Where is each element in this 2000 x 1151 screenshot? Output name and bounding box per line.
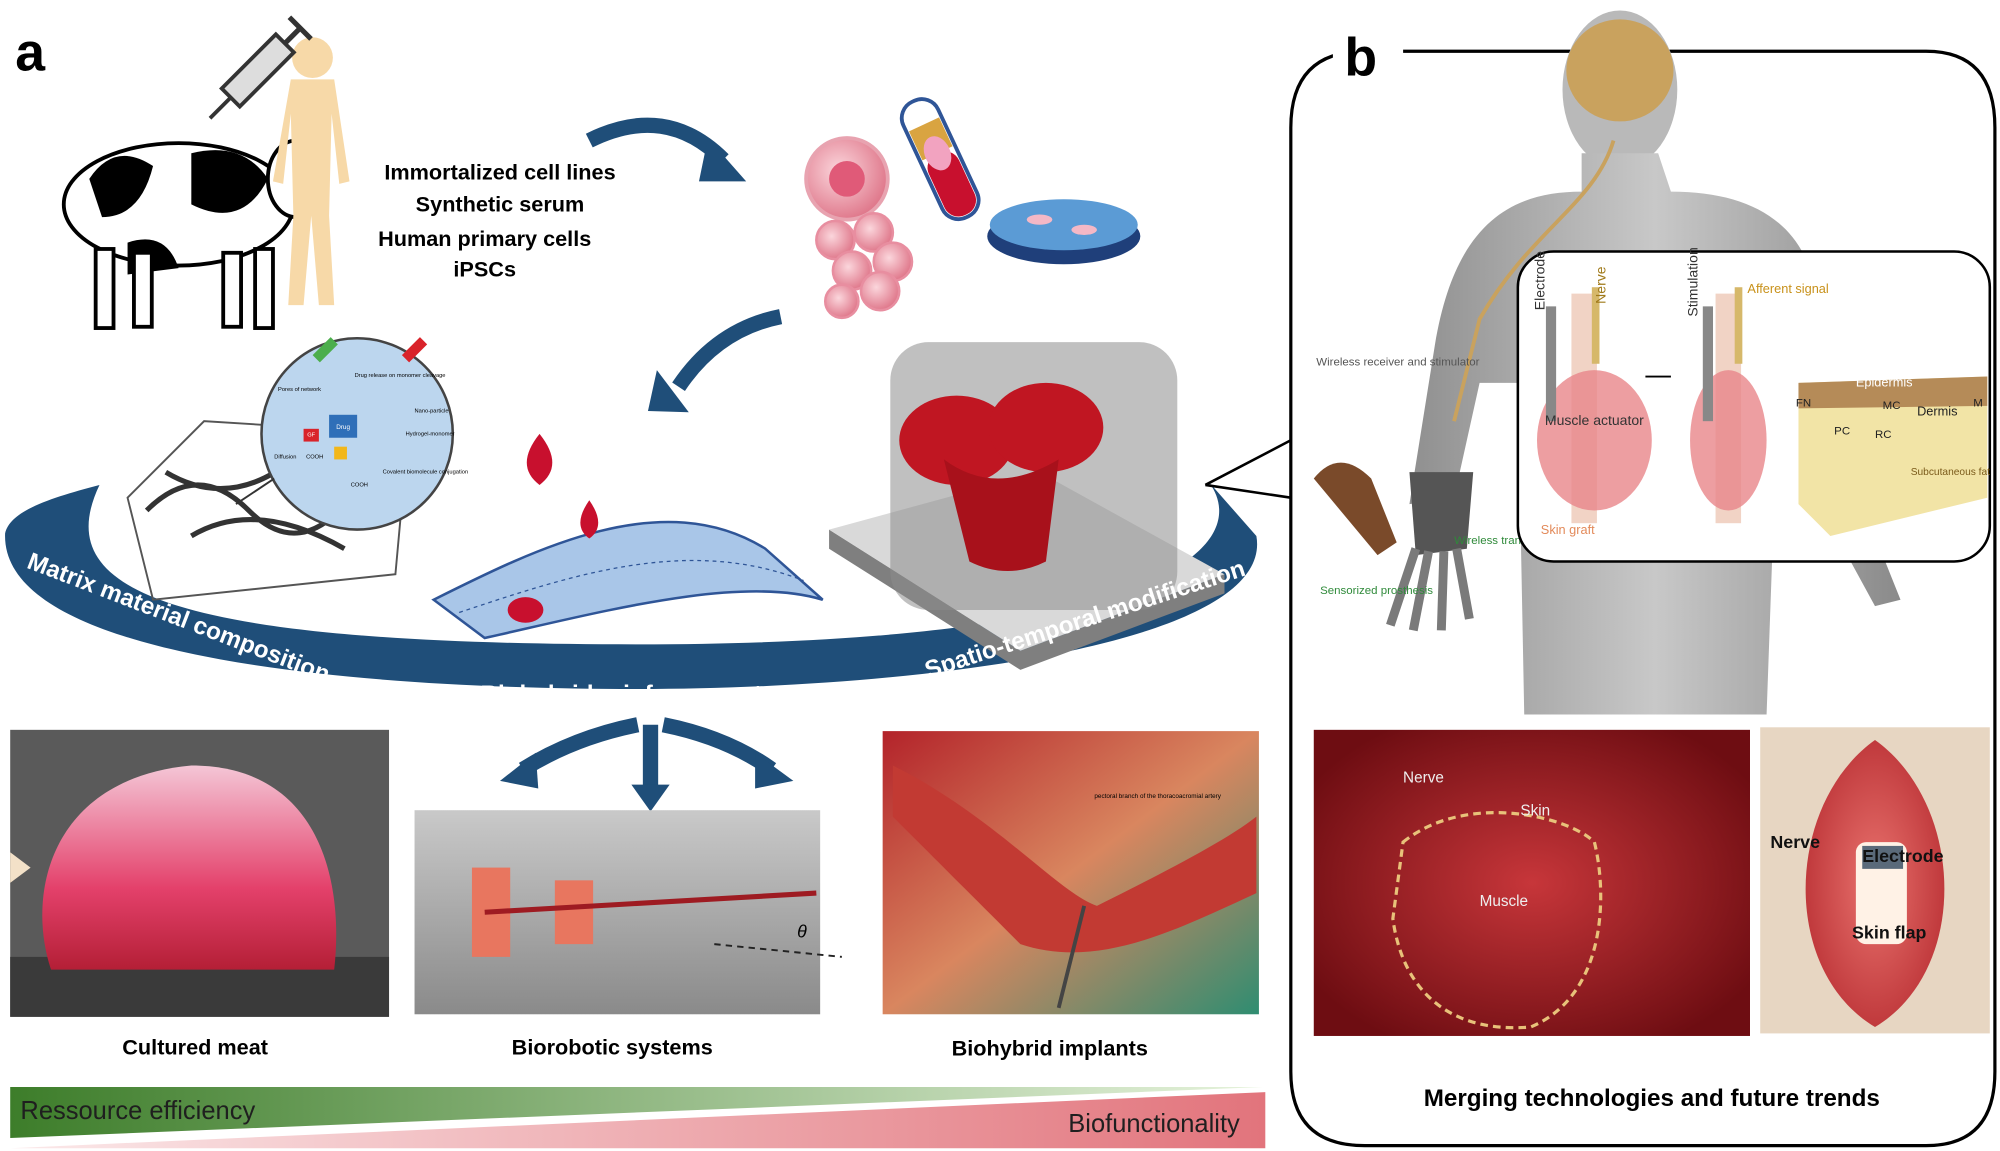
panel-caption: Merging technologies and future trends: [1424, 1085, 1880, 1112]
hydrogel-label: Diffusion: [274, 454, 296, 460]
ring-band: [5, 482, 1258, 690]
ring-label: Biohybrid reinforcement: [481, 681, 762, 708]
source-item: iPSCs: [453, 256, 516, 281]
body-label: Sensorized prosthesis: [1320, 585, 1433, 597]
inset-label: Afferent signal: [1747, 281, 1828, 296]
gradient-label: Ressource efficiency: [20, 1097, 255, 1125]
hydrogel-label: COOH: [351, 482, 368, 488]
application-label: Biorobotic systems: [512, 1034, 713, 1059]
photo-label: Muscle: [1480, 893, 1528, 910]
cow-illustration: [61, 138, 326, 330]
source-item: Human primary cells: [378, 226, 591, 251]
flow-arrow: [585, 117, 783, 392]
inset-label: RC: [1875, 429, 1892, 441]
application-label: Biohybrid implants: [952, 1036, 1148, 1061]
application-label: Cultured meat: [122, 1034, 268, 1059]
source-item: Synthetic serum: [416, 191, 585, 216]
connector-line: [1205, 483, 1292, 499]
hydrogel-label: GF: [307, 433, 315, 439]
inset-label: M: [1973, 397, 1983, 409]
biorobotic-photo: θ: [414, 810, 842, 1015]
inset-label: PC: [1834, 425, 1850, 437]
inset-label: FN: [1796, 397, 1811, 409]
hydrogel-label: Drug release on monomer cleavage: [355, 373, 446, 379]
inset-label: Skin graft: [1541, 522, 1595, 537]
inset-label: Dermis: [1917, 404, 1957, 419]
arrow-head: [647, 370, 689, 413]
diagram-label: Electrode: [1862, 846, 1943, 866]
panel-frame: [1289, 49, 1997, 1148]
surgery-photo: [1313, 729, 1750, 1036]
arrow-head: [500, 752, 539, 789]
photo-label: pectoral branch of the thoracoacromial a…: [1094, 793, 1221, 800]
diagram-label: Nerve: [1770, 832, 1820, 852]
photo-label: θ: [797, 921, 807, 941]
mesh-illustration: [431, 433, 824, 640]
inset-label: Stimulation: [1685, 247, 1701, 316]
syringe-icon: [208, 15, 313, 120]
human-silhouette: [272, 37, 350, 306]
arrow-head: [631, 784, 670, 812]
cell-illustration: [804, 97, 1141, 320]
inset-label: Epidermis: [1856, 374, 1913, 389]
hydrogel-label: Hydrogel-monomer: [406, 431, 455, 437]
biofunctionality-gradient: [10, 1092, 1266, 1149]
skin-flap-diagram: [1760, 727, 1990, 1034]
connector-line: [1204, 439, 1292, 487]
label-background: [1332, 25, 1404, 93]
inset-label: Muscle actuator: [1545, 412, 1644, 428]
arrow-head: [755, 752, 794, 789]
inset-label: Nerve: [1593, 266, 1609, 304]
inset-label: Subcutaneous fat: [1911, 467, 1990, 478]
hydrogel-label: Pores of network: [278, 387, 321, 393]
photo-label: Skin: [1520, 803, 1550, 820]
arrow-head: [698, 138, 747, 182]
hydrogel-label: Covalent biomolecule conjugation: [383, 470, 469, 476]
gradient-label: Biofunctionality: [1068, 1110, 1240, 1138]
inset-label: MC: [1883, 400, 1901, 412]
hydrogel-label: COOH: [306, 454, 323, 460]
source-item: Immortalized cell lines: [384, 159, 615, 184]
interface-inset: [1516, 250, 1992, 563]
hydrogel-label: Nano-particle: [415, 408, 449, 414]
inset-label: Electrode: [1532, 251, 1548, 310]
diagram-label: Skin flap: [1852, 923, 1926, 943]
implant-photo: pectoral branch of the thoracoacromial a…: [882, 731, 1259, 1015]
body-label: Wireless receiver and stimulator: [1316, 357, 1479, 369]
scaffold-illustration: [829, 342, 1225, 670]
hydrogel-label: Drug: [336, 424, 350, 431]
hydrogel-illustration: Drug release on monomer cleavage Pores o…: [126, 336, 469, 601]
photo-label: Nerve: [1403, 769, 1444, 786]
ring-label: Matrix material composition: [24, 548, 334, 688]
panel-label: b: [1344, 29, 1377, 88]
branch-arrow: [518, 717, 777, 789]
cultured-meat-photo: [10, 729, 390, 1017]
panel-label: a: [15, 24, 46, 83]
